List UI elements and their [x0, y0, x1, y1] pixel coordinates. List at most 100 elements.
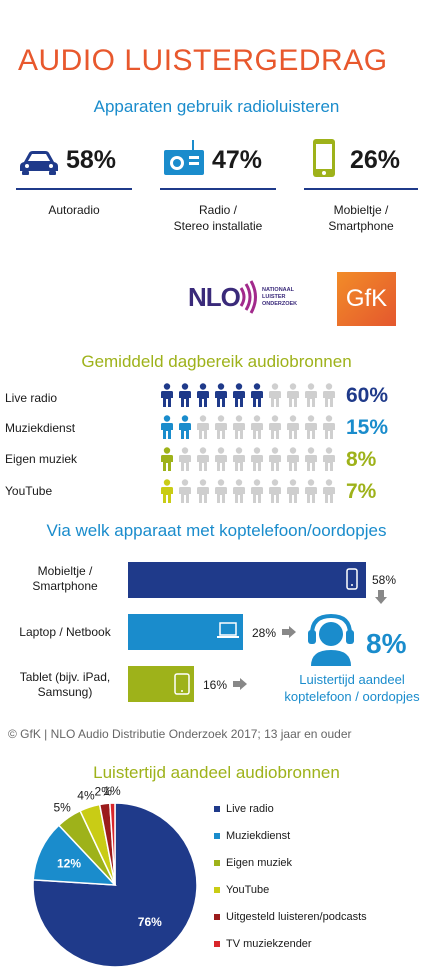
source-footer: © GfK | NLO Audio Distributie Onderzoek …	[8, 727, 352, 741]
pie-slice-label: 2%	[95, 785, 113, 799]
person-icon	[232, 383, 246, 412]
legend-label: TV muziekzender	[226, 938, 312, 950]
legend-item: YouTube	[214, 884, 367, 911]
person-icon	[304, 383, 318, 412]
person-icon	[268, 479, 282, 508]
legend-swatch	[214, 860, 220, 867]
section-headphones-title: Via welk apparaat met koptelefoon/oordop…	[46, 521, 387, 540]
legend-label: YouTube	[226, 884, 270, 896]
pie-slice-label: 76%	[138, 915, 162, 929]
chart-title: Luistertijd aandeel audiobronnen	[93, 763, 340, 782]
legend-label: Muziekdienst	[226, 830, 291, 842]
bar	[128, 562, 366, 598]
legend-label: Live radio	[226, 803, 274, 815]
legend-swatch	[214, 806, 220, 813]
person-icon	[196, 415, 210, 444]
person-icon	[178, 447, 192, 476]
section-reach-title: Gemiddeld dagbereik audiobronnen	[81, 352, 352, 371]
person-icon	[286, 447, 300, 476]
person-icon	[268, 447, 282, 476]
person-icon	[268, 383, 282, 412]
smartphone-icon	[346, 568, 358, 590]
person-icon	[250, 383, 264, 412]
bar	[128, 666, 194, 702]
reach-people-row	[160, 479, 340, 503]
person-icon	[178, 479, 192, 508]
reach-people-row	[160, 383, 340, 407]
pie-slice-label: 1%	[103, 784, 121, 798]
legend-item: Uitgesteld luisteren/podcasts	[214, 911, 367, 938]
reach-people-row	[160, 447, 340, 471]
person-icon	[160, 479, 174, 508]
legend-label: Eigen muziek	[226, 857, 293, 869]
person-icon	[250, 479, 264, 508]
person-icon	[286, 415, 300, 444]
nlo-logo-subtitle: NATIONAAL LUISTER ONDERZOEK	[262, 287, 298, 307]
reach-row-label: Live radio	[5, 391, 58, 405]
device-divider	[16, 188, 132, 190]
bar-pct: 28%	[252, 626, 277, 640]
person-icon	[268, 415, 282, 444]
person-icon	[178, 415, 192, 444]
bar-label: Tablet (bijv. iPad, Samsung)	[19, 670, 111, 699]
person-icon	[304, 447, 318, 476]
reach-row-label: Muziekdienst	[5, 421, 76, 435]
person-icon	[232, 447, 246, 476]
device-divider	[160, 188, 276, 190]
device-smartphone-pct: 26%	[350, 146, 401, 174]
car-icon	[20, 151, 58, 175]
person-icon	[304, 479, 318, 508]
person-icon	[250, 415, 264, 444]
bar-label: Laptop / Netbook	[19, 625, 111, 639]
legend-item: Live radio	[214, 803, 367, 830]
person-icon	[214, 415, 228, 444]
person-icon	[286, 383, 300, 412]
pie-slice	[109, 802, 116, 886]
tablet-icon	[174, 673, 190, 695]
person-icon	[178, 383, 192, 412]
legend-swatch	[214, 941, 220, 948]
device-radio-pct: 47%	[212, 146, 263, 174]
person-icon	[322, 479, 336, 508]
device-smartphone-label: Mobieltje / Smartphone	[328, 203, 394, 233]
legend-label: Uitgesteld luisteren/podcasts	[226, 911, 367, 923]
person-icon	[214, 447, 228, 476]
person-icon	[250, 447, 264, 476]
headphones-share-pct: 8%	[366, 628, 407, 659]
bar-label: Mobieltje / Smartphone	[32, 564, 98, 593]
person-icon	[322, 383, 336, 412]
reach-pct: 60%	[346, 384, 389, 407]
person-icon	[160, 447, 174, 476]
gfk-logo: GfK	[337, 272, 396, 326]
page-title: AUDIO LUISTERGEDRAG	[18, 44, 388, 77]
device-divider	[304, 188, 418, 190]
person-icon	[160, 415, 174, 444]
pie-slice-label: 12%	[57, 856, 81, 870]
person-icon	[196, 479, 210, 508]
section-devices-title: Apparaten gebruik radioluisteren	[93, 97, 340, 116]
person-icon	[196, 447, 210, 476]
reach-people-row	[160, 415, 340, 439]
bar-pct: 16%	[203, 678, 228, 692]
reach-row-label: Eigen muziek	[5, 452, 78, 466]
nlo-logo-text: NLO	[188, 282, 241, 312]
headphones-share-label: Luistertijd aandeel koptelefoon / oordopj…	[284, 672, 420, 704]
person-icon	[196, 383, 210, 412]
pie-legend: Live radio Muziekdienst Eigen muziek YouTub…	[214, 803, 367, 965]
person-icon	[232, 479, 246, 508]
headphones-person-icon	[308, 613, 354, 666]
person-icon	[304, 415, 318, 444]
legend-swatch	[214, 887, 220, 894]
pie-slice-label: 4%	[77, 789, 95, 803]
legend-item: Muziekdienst	[214, 830, 367, 857]
person-icon	[322, 415, 336, 444]
reach-pct: 7%	[346, 480, 377, 503]
reach-pct: 15%	[346, 416, 389, 439]
nlo-waves-icon	[239, 280, 257, 314]
device-radio-label: Radio / Stereo installatie	[173, 203, 263, 233]
reach-pct: 8%	[346, 448, 377, 471]
arrow-right-icon	[233, 678, 247, 690]
person-icon	[160, 383, 174, 412]
pie-slice-label: 5%	[53, 800, 71, 814]
legend-item: Eigen muziek	[214, 857, 367, 884]
